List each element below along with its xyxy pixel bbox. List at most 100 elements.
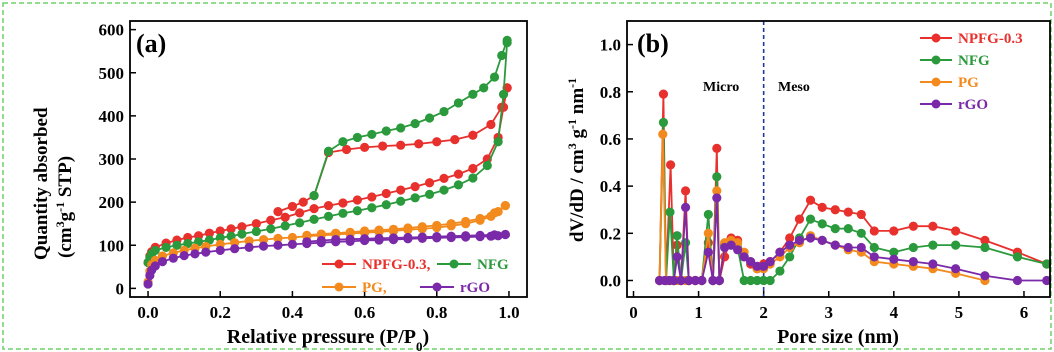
data-point-nfg [424,113,435,123]
data-point-npfg [666,160,676,170]
panel-a-legend: NPFG-0.3, NFG PG, rGO [322,257,509,296]
legend-label: rGO [958,97,988,113]
data-point-nfg [830,223,840,234]
data-point-nfg [479,83,489,93]
y-tick-label: 0 [116,279,125,298]
data-point-rgo [215,245,225,256]
data-point-npfg [658,89,669,99]
meso-region-label: Meso [778,80,810,95]
data-point-nfg [869,242,879,253]
data-point-nfg [439,185,449,195]
data-point-nfg [502,35,512,46]
data-point-nfg [280,221,290,231]
data-point-npfg [381,188,391,199]
data-point-nfg [658,117,669,128]
data-point-nfg [843,223,853,234]
data-point-rgo [150,261,160,271]
data-point-pg [417,222,427,232]
data-point-npfg [424,178,435,188]
data-point-nfg [309,191,319,201]
data-point-nfg [928,240,938,250]
legend-marker [931,33,941,43]
data-point-nfg [672,231,682,241]
data-point-rgo [775,247,785,257]
data-point-nfg [352,206,362,216]
data-point-nfg [489,72,500,82]
data-point-rgo [359,234,370,244]
data-point-npfg [378,141,388,151]
data-point-pg [359,226,370,236]
data-point-nfg [367,129,377,140]
data-point-pg [461,216,471,227]
data-point-rgo [980,271,990,281]
data-point-pg [475,213,485,224]
data-point-npfg [396,185,406,195]
data-point-npfg [856,209,866,220]
data-point-rgo [168,253,178,263]
data-point-rgo [908,257,918,267]
data-point-rgo [331,235,341,245]
data-point-npfg [273,207,283,217]
y-tick-label: 600 [99,21,125,40]
data-point-rgo [785,240,795,250]
data-point-rgo [928,259,938,269]
data-point-nfg [468,89,478,99]
data-point-nfg [410,119,420,129]
data-point-rgo [869,252,879,262]
data-point-rgo [461,231,471,241]
data-point-nfg [951,240,961,250]
data-point-npfg [309,203,319,214]
data-point-rgo [179,251,189,261]
data-point-rgo [703,247,713,257]
data-point-rgo [475,230,485,240]
data-point-nfg [980,242,990,253]
data-point-nfg [251,226,261,237]
data-point-nfg [856,228,866,238]
data-point-nfg [309,214,319,224]
data-point-pg [489,208,500,218]
panel-b-plot-frame [626,20,1051,298]
data-point-nfg [482,160,492,171]
data-point-rgo [287,239,298,249]
legend-label: NPFG-0.3 [958,31,1023,47]
data-point-npfg [341,144,352,155]
legend-marker [432,282,442,292]
data-point-nfg [323,211,334,221]
data-point-nfg [498,89,509,99]
y-tick-label: 0.6 [600,130,621,149]
data-point-nfg [908,242,918,253]
data-point-pg [658,129,668,139]
data-point-rgo [726,240,736,250]
data-point-rgo [733,245,743,255]
data-point-nfg [493,137,503,147]
y-tick-label: 0.2 [600,224,621,243]
data-point-rgo [500,229,510,240]
y-tick-label: 200 [99,193,125,212]
x-tick-label: 0 [629,303,638,322]
data-point-rgo [856,242,866,253]
data-point-rgo [432,232,442,242]
data-point-nfg [396,196,406,206]
legend-label: NFG [477,257,509,273]
data-point-npfg [843,207,853,217]
data-point-npfg [295,208,305,218]
data-point-rgo [190,249,200,259]
y-tick-label: 400 [99,107,125,126]
data-point-rgo [302,237,312,247]
y-tick-label: 100 [99,236,125,255]
data-point-rgo [889,254,899,264]
data-point-npfg [298,197,308,207]
data-point-npfg [450,134,460,145]
panel-b-label: (b) [637,29,669,58]
data-point-nfg [381,200,391,210]
data-point-rgo [230,244,240,254]
x-tick-label: 0.0 [137,303,158,322]
data-point-nfg [1012,252,1023,262]
y-tick-label: 0.4 [600,177,622,196]
data-point-pg [432,220,442,231]
x-tick-label: 1 [694,303,703,322]
data-point-rgo [316,235,326,246]
micro-region-label: Micro [703,80,739,95]
data-point-nfg [161,242,171,253]
data-point-nfg [150,245,160,256]
